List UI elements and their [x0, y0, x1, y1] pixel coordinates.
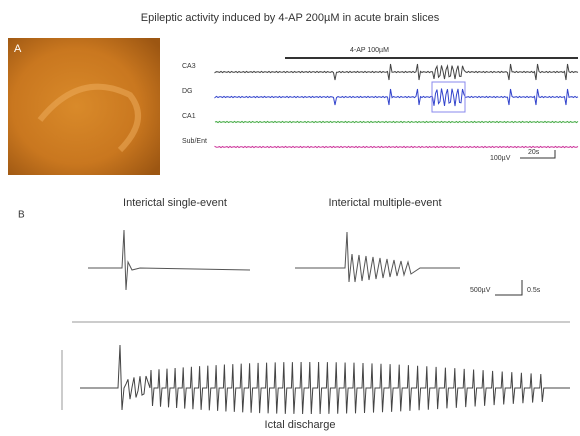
trace — [215, 146, 578, 147]
scale-voltage: 500µV — [470, 287, 491, 294]
channel-label: DG — [182, 88, 193, 95]
scale-time: 20s — [528, 149, 540, 156]
section-title: Ictal discharge — [265, 419, 336, 431]
figure: Epileptic activity induced by 4-AP 200µM… — [0, 0, 580, 436]
scale-time: 0.5s — [527, 287, 541, 294]
trace — [88, 230, 250, 290]
trace — [295, 232, 460, 282]
panel-label: A — [14, 43, 22, 55]
figure-title: Epileptic activity induced by 4-AP 200µM… — [141, 12, 440, 24]
section-title: Interictal single-event — [123, 197, 227, 209]
channel-label: CA1 — [182, 113, 196, 120]
channel-label: CA3 — [182, 63, 196, 70]
trace — [215, 89, 578, 107]
section-title: Interictal multiple-event — [328, 197, 441, 209]
scale-voltage: 100µV — [490, 155, 511, 162]
scale-bar — [495, 280, 522, 295]
trace — [215, 121, 578, 122]
panel-label: B — [18, 210, 25, 221]
trace — [215, 64, 578, 80]
channel-label: Sub/Ent — [182, 138, 207, 145]
drug-label: 4-AP 100µM — [350, 47, 389, 54]
trace — [80, 345, 570, 414]
